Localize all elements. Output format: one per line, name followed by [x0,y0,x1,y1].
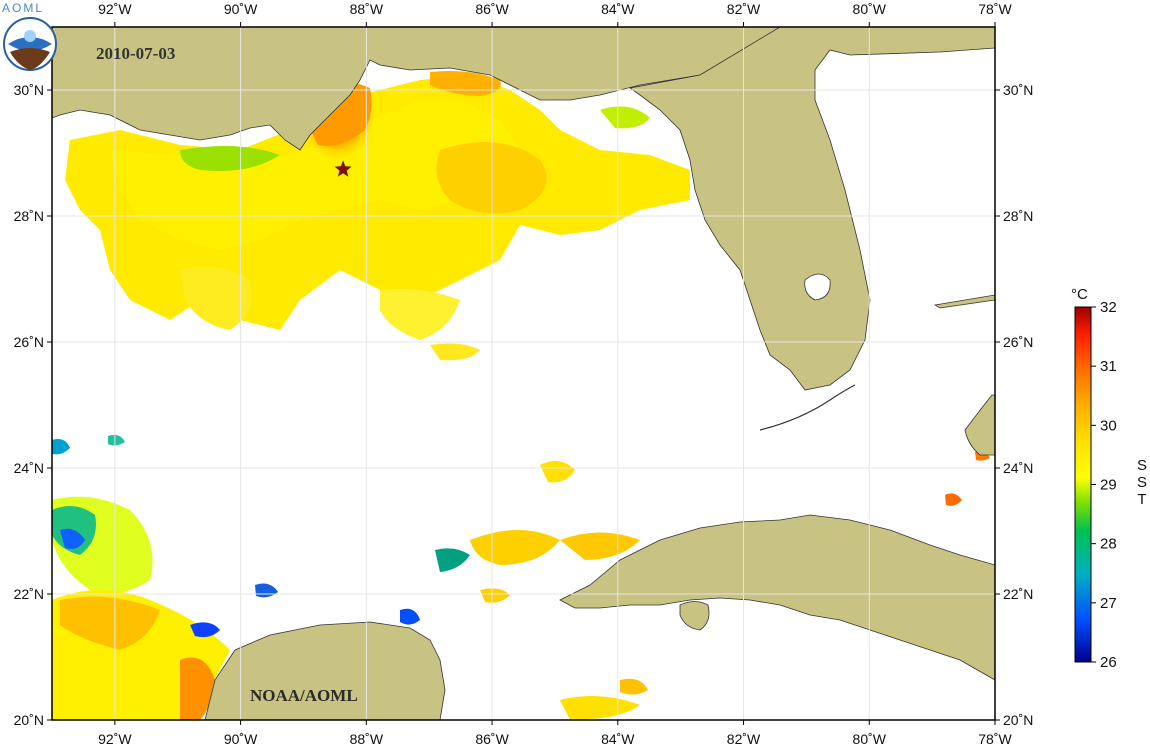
lat-label-left: 20˚N [14,712,44,728]
lon-label-bottom: 78˚W [978,731,1012,747]
colorbar-tick-label: 30 [1100,417,1117,434]
lon-label-top: 92˚W [98,1,132,17]
colorbar-tick-label: 31 [1100,358,1117,375]
colorbar-tick-label: 26 [1100,654,1117,671]
graticule [52,27,995,720]
lon-label-top: 86˚W [475,1,509,17]
lat-label-right: 24˚N [1003,460,1033,476]
lon-label-top: 82˚W [727,1,761,17]
lon-label-bottom: 82˚W [727,731,761,747]
lon-label-bottom: 80˚W [853,731,887,747]
lon-label-bottom: 90˚W [224,731,258,747]
logo-text: AOML [2,1,44,15]
lake-okeechobee [804,273,831,301]
emblem-bird [24,30,36,42]
spill-site-marker [334,160,352,177]
land-layer [52,27,995,720]
lat-label-left: 30˚N [14,82,44,98]
sst-data-layer [52,27,995,720]
florida-land [628,27,995,391]
isla-juventud-land [679,601,710,631]
colorbar-tick-label: 28 [1100,536,1117,553]
cuba-land [559,514,995,681]
colorbar-tick-label: 27 [1100,595,1117,612]
yucatan-land [204,621,446,720]
lat-label-left: 26˚N [14,334,44,350]
aoml-logo: AOML [2,1,57,71]
lon-label-bottom: 88˚W [350,731,384,747]
colorbar-tick-label: 32 [1100,299,1117,316]
lon-label-bottom: 86˚W [475,731,509,747]
lat-label-right: 26˚N [1003,334,1033,350]
credit-label: NOAA/AOML [250,686,358,705]
lat-label-left: 22˚N [14,586,44,602]
emblem-wave [8,37,52,51]
lon-label-top: 88˚W [350,1,384,17]
grand-bahama-land [933,294,995,309]
map-frame [51,26,996,721]
lat-label-right: 28˚N [1003,208,1033,224]
emblem-land [10,48,50,70]
lon-label-bottom: 92˚W [98,731,132,747]
colorbar-unit: °C [1071,286,1088,303]
florida-keys [759,384,856,431]
lon-label-top: 84˚W [601,1,635,17]
date-label: 2010-07-03 [96,44,175,63]
lon-label-bottom: 84˚W [601,731,635,747]
axis-labels: 92˚W 92˚W 90˚W 90˚W 88˚W 88˚W 86˚W 86˚W 84˚W 84˚W… [14,1,1034,747]
lon-label-top: 90˚W [224,1,258,17]
lat-label-left: 24˚N [14,460,44,476]
colorbar-tick-label: 29 [1100,477,1117,494]
lat-label-right: 22˚N [1003,586,1033,602]
lat-label-left: 28˚N [14,208,44,224]
star-icon [334,160,352,177]
map-area: 2010-07-03 NOAA/AOML [52,27,995,720]
us-gulf-coast-land [52,27,781,151]
lon-label-top: 80˚W [853,1,887,17]
lat-label-right: 20˚N [1003,712,1033,728]
colorbar-ticks: 26 27 28 29 30 31 32 [1091,299,1117,671]
lat-label-right: 30˚N [1003,82,1033,98]
lon-label-top: 78˚W [978,1,1012,17]
andros-land [964,394,995,456]
colorbar-gradient [1074,306,1092,663]
